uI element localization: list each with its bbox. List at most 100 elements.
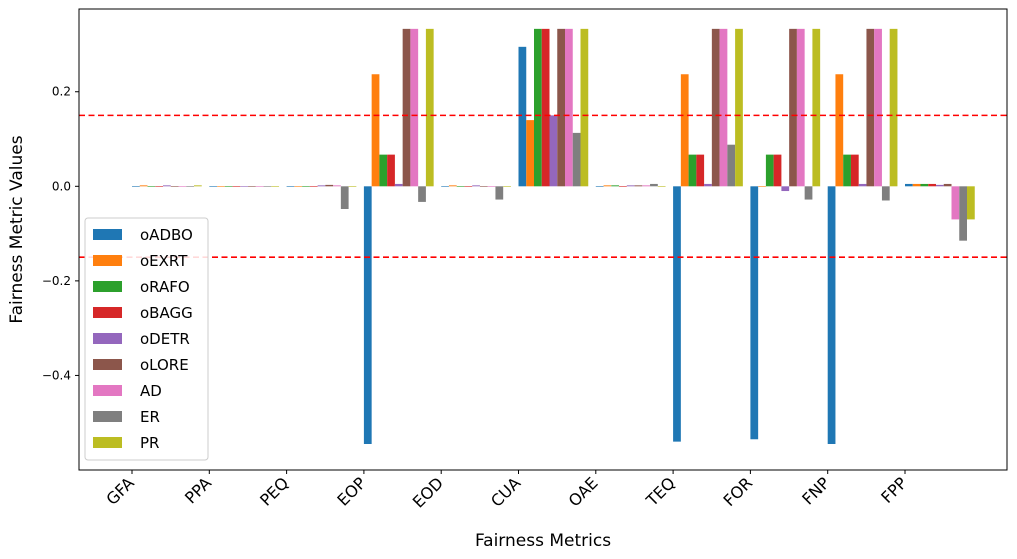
bar-oRAFO-EOP: [379, 154, 388, 187]
bar-ER-EOD: [495, 186, 504, 200]
bar-oEXRT-PEQ: [294, 186, 303, 187]
legend-label-oEXRT: oEXRT: [140, 252, 188, 270]
x-tick-label-FOR: FOR: [720, 473, 757, 510]
bar-ER-PEQ: [340, 186, 349, 210]
legend-swatch-PR: [93, 437, 122, 448]
legend-label-oDETR: oDETR: [140, 330, 190, 348]
bar-oDETR-FOR: [781, 186, 790, 192]
bar-oEXRT-EOP: [371, 74, 380, 187]
bar-AD-FOR: [796, 28, 805, 187]
bar-oDETR-CUA: [549, 115, 558, 187]
bar-AD-CUA: [565, 28, 573, 187]
bar-oADBO-OAE: [595, 186, 604, 187]
legend-box: [84, 217, 209, 461]
bar-PR-GFA: [194, 185, 202, 187]
bar-AD-FPP: [951, 186, 960, 220]
bar-oBAGG-PPA: [232, 186, 241, 187]
bar-PR-FPP: [967, 186, 975, 220]
bar-oRAFO-CUA: [534, 28, 542, 187]
bar-AD-GFA: [178, 186, 187, 187]
bar-oBAGG-OAE: [619, 186, 627, 187]
bar-ER-FOR: [804, 186, 813, 200]
bar-oBAGG-FPP: [928, 183, 936, 187]
bar-oEXRT-FNP: [835, 74, 844, 187]
bar-oADBO-CUA: [518, 46, 527, 187]
bar-oADBO-TEQ: [673, 186, 681, 442]
bar-oEXRT-PPA: [217, 186, 225, 187]
y-tick-label: 0.0: [52, 179, 71, 193]
bar-oBAGG-EOP: [387, 154, 395, 187]
bar-AD-TEQ: [719, 28, 728, 187]
legend-label-AD: AD: [140, 382, 162, 400]
bar-oBAGG-FNP: [850, 154, 859, 187]
legend-swatch-ER: [93, 411, 122, 422]
bar-oLORE-EOD: [479, 186, 488, 187]
bar-oLORE-FNP: [866, 28, 875, 187]
bar-oRAFO-FPP: [920, 183, 929, 187]
x-tick-label-FNP: FNP: [798, 473, 833, 508]
bar-oADBO-EOD: [441, 186, 449, 187]
bar-PR-EOD: [503, 186, 511, 187]
legend-label-PR: PR: [140, 434, 159, 452]
bar-oRAFO-PEQ: [302, 186, 310, 187]
bar-oADBO-FNP: [827, 186, 836, 444]
bar-oRAFO-EOD: [456, 186, 465, 187]
bar-PR-FOR: [812, 28, 821, 187]
legend-swatch-AD: [93, 385, 122, 396]
x-tick-label-PEQ: PEQ: [256, 473, 292, 509]
bar-oADBO-EOP: [363, 186, 372, 444]
legend-swatch-oEXRT: [93, 255, 122, 266]
bar-ER-FNP: [881, 186, 890, 201]
x-tick-label-GFA: GFA: [102, 473, 137, 508]
legend-swatch-oBAGG: [93, 307, 122, 318]
bar-oLORE-TEQ: [711, 28, 720, 187]
x-tick-label-EOD: EOD: [409, 473, 447, 511]
bar-oEXRT-FOR: [758, 186, 766, 187]
bar-oRAFO-FOR: [765, 154, 774, 187]
bar-oDETR-EOP: [394, 183, 403, 187]
legend-label-oADBO: oADBO: [140, 226, 193, 244]
y-tick-label: −0.4: [42, 368, 71, 382]
bar-PR-EOP: [425, 28, 434, 187]
x-tick-label-EOP: EOP: [333, 473, 370, 510]
bar-oDETR-TEQ: [704, 183, 712, 187]
bar-oBAGG-FOR: [773, 154, 782, 187]
bar-oBAGG-CUA: [541, 28, 550, 187]
bar-AD-EOD: [487, 186, 496, 187]
legend: oADBO oEXRT oRAFO oBAGG oDETR oLORE AD ER PR: [84, 217, 209, 461]
bar-ER-TEQ: [727, 144, 736, 187]
bar-oLORE-GFA: [170, 186, 179, 187]
bar-AD-PPA: [255, 186, 264, 187]
bar-ER-FPP: [959, 186, 967, 241]
bar-oBAGG-PEQ: [309, 186, 318, 187]
bar-oADBO-PPA: [209, 186, 218, 187]
x-tick-label-OAE: OAE: [565, 473, 602, 510]
bar-oDETR-OAE: [626, 185, 635, 187]
x-axis-title: Fairness Metrics: [475, 531, 611, 551]
bar-AD-OAE: [642, 185, 651, 187]
plot-frame: [78, 8, 1008, 471]
bar-PR-CUA: [580, 28, 589, 187]
bar-oLORE-EOP: [402, 28, 411, 187]
x-axis: GFA PPA PEQ EOP EOD CUA OAE TEQ FOR FNP FPP: [102, 470, 911, 512]
bar-ER-GFA: [186, 186, 194, 187]
legend-label-oRAFO: oRAFO: [140, 278, 190, 296]
bar-ER-PPA: [263, 186, 272, 187]
x-tick-label-CUA: CUA: [487, 473, 524, 510]
y-axis: −0.4 −0.2 0.0 0.2: [42, 85, 79, 382]
bar-oADBO-FPP: [905, 183, 913, 187]
bar-oADBO-GFA: [132, 186, 140, 187]
bar-AD-EOP: [410, 28, 419, 187]
y-axis-title: Fairness Metric Values: [7, 135, 27, 323]
bar-oRAFO-GFA: [147, 186, 156, 187]
legend-label-oLORE: oLORE: [140, 356, 189, 374]
bar-oBAGG-TEQ: [696, 154, 705, 187]
bar-oDETR-FPP: [936, 184, 944, 187]
legend-swatch-oDETR: [93, 333, 122, 344]
bar-oADBO-FOR: [750, 186, 759, 440]
legend-label-ER: ER: [140, 408, 160, 426]
bar-oEXRT-CUA: [526, 120, 534, 187]
bar-oEXRT-GFA: [139, 185, 148, 187]
x-tick-label-FPP: FPP: [877, 473, 911, 507]
